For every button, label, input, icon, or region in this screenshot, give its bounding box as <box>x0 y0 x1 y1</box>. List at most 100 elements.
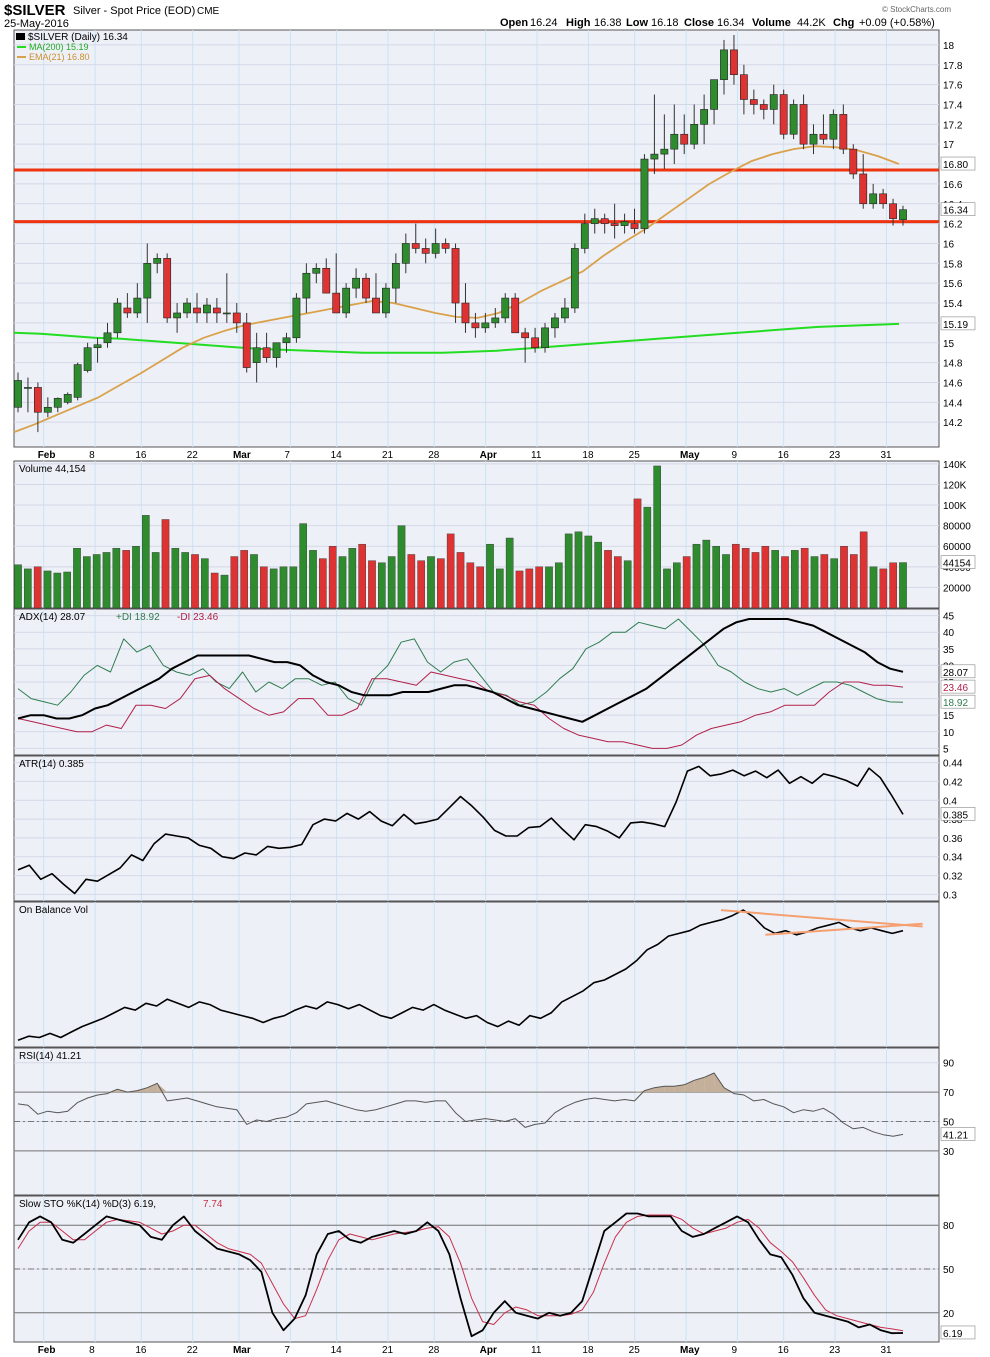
volume-bar <box>102 552 111 609</box>
candle-body <box>690 124 699 145</box>
adx-ytick-label: 15 <box>943 711 955 722</box>
stoch-xtick-label: 25 <box>629 1345 641 1356</box>
volume-bar <box>564 533 573 609</box>
adx-ytick-label: 35 <box>943 645 955 656</box>
volume-bar <box>800 548 809 609</box>
close-label: Close <box>684 17 714 29</box>
rsi-overbought-fill <box>694 1077 705 1093</box>
volume-bar <box>397 525 406 609</box>
volume-bar <box>142 515 150 609</box>
candle-body <box>421 248 430 254</box>
candle-body <box>640 158 649 229</box>
volume-bar <box>151 552 160 609</box>
volume-ytick-label: 140K <box>943 460 967 471</box>
candle-body <box>789 104 798 135</box>
candle-body <box>570 248 579 309</box>
stoch-xtick-label: 18 <box>582 1345 594 1356</box>
symbol-label: $SILVER <box>4 2 66 19</box>
candle-body <box>411 243 420 249</box>
volume-bar <box>260 566 268 609</box>
stoch-xtick-label: 23 <box>829 1345 841 1356</box>
price-ytick-label: 14.4 <box>943 398 963 409</box>
plus-di-line <box>17 618 904 706</box>
plus-di-legend: +DI 18.92 <box>116 612 160 623</box>
volume-bar <box>387 556 396 609</box>
candle-body <box>203 304 211 314</box>
volume-bar <box>161 519 170 609</box>
volume-bar <box>476 566 484 609</box>
legend-series: $SILVER (Daily) 16.34 <box>28 32 128 43</box>
stoch-xtick-label: 11 <box>531 1345 542 1356</box>
rsi-legend: RSI(14) 41.21 <box>19 1051 82 1062</box>
legend-series-icon <box>16 33 25 40</box>
volume-bar <box>751 552 760 609</box>
candle-body <box>431 243 440 254</box>
candle-body <box>232 312 241 324</box>
candle-body <box>650 153 659 160</box>
price-ytick-label: 17.6 <box>943 81 963 92</box>
candle-body <box>24 387 32 389</box>
price-xtick-label: 7 <box>284 450 290 461</box>
volume-bar <box>201 558 209 609</box>
candle-body <box>749 99 758 105</box>
rsi-ytick-label: 50 <box>943 1118 955 1129</box>
volume-bar <box>368 560 376 609</box>
obv-trendline-upper <box>721 909 923 928</box>
candle-body <box>133 297 142 314</box>
volume-bar <box>230 556 239 609</box>
volume-bar <box>810 556 819 609</box>
candle-body <box>292 297 301 339</box>
candle-body <box>799 104 808 145</box>
obv-trendline-lower <box>765 922 923 936</box>
price-xtick-label: 21 <box>382 450 394 461</box>
price-last-ema21: 16.80 <box>943 160 968 171</box>
volume-bar <box>869 566 878 609</box>
volume-bar <box>663 568 671 609</box>
candle-body <box>382 287 390 314</box>
ema21-line <box>13 145 900 433</box>
candle-body <box>829 114 838 140</box>
price-ytick-label: 14.8 <box>943 359 963 370</box>
candle-body <box>153 258 162 264</box>
exchange-label: CME <box>197 6 220 17</box>
volume-bar <box>574 531 583 609</box>
stoch-xtick-label: 16 <box>778 1345 790 1356</box>
price-ytick-label: 18 <box>943 41 955 52</box>
volume-bar <box>240 550 248 609</box>
candle-body <box>600 218 609 224</box>
chart-panels: 14.214.414.614.81515.215.415.615.81616.2… <box>13 29 976 1356</box>
price-xtick-label: 22 <box>187 450 199 461</box>
candle-body <box>610 223 619 226</box>
volume-bar <box>358 543 366 609</box>
stoch-ytick-label: 80 <box>943 1221 955 1232</box>
candle-body <box>272 342 281 358</box>
rsi-overbought-fill <box>684 1080 695 1093</box>
volume-bar <box>771 550 779 609</box>
obv-frame <box>13 901 940 1048</box>
stoch-panel: 20 50 80 Slow STO %K(14) %D(3) 6.19, 7.74 6.1… <box>13 1195 976 1356</box>
price-ytick-label: 17.2 <box>943 120 963 131</box>
adx-panel: 51015202530354045ADX(14) 28.07+DI 18.92-… <box>13 608 976 756</box>
watermark: © StockCharts.com <box>882 5 951 14</box>
volume-last-label-box <box>940 555 976 569</box>
price-xtick-label: 23 <box>829 450 841 461</box>
volume-bar <box>712 546 720 609</box>
candle-body <box>769 94 778 110</box>
volume-bar <box>515 570 524 609</box>
high-label: High <box>566 17 591 29</box>
candle-body <box>879 193 888 205</box>
candle-body <box>759 104 768 110</box>
volume-bar <box>427 556 435 609</box>
stoch-xtick-label: 22 <box>187 1345 199 1356</box>
candle-body <box>680 133 689 145</box>
rsi-ytick-label: 70 <box>943 1088 955 1099</box>
candle-body <box>73 364 82 398</box>
price-xtick-label: Feb <box>38 450 56 461</box>
volume-bar <box>348 548 357 609</box>
ma200-line <box>13 322 900 354</box>
candle-body <box>451 248 460 304</box>
candle-body <box>43 406 52 413</box>
atr-ytick-label: 0.44 <box>943 759 963 770</box>
stoch-k-line <box>17 1212 904 1338</box>
